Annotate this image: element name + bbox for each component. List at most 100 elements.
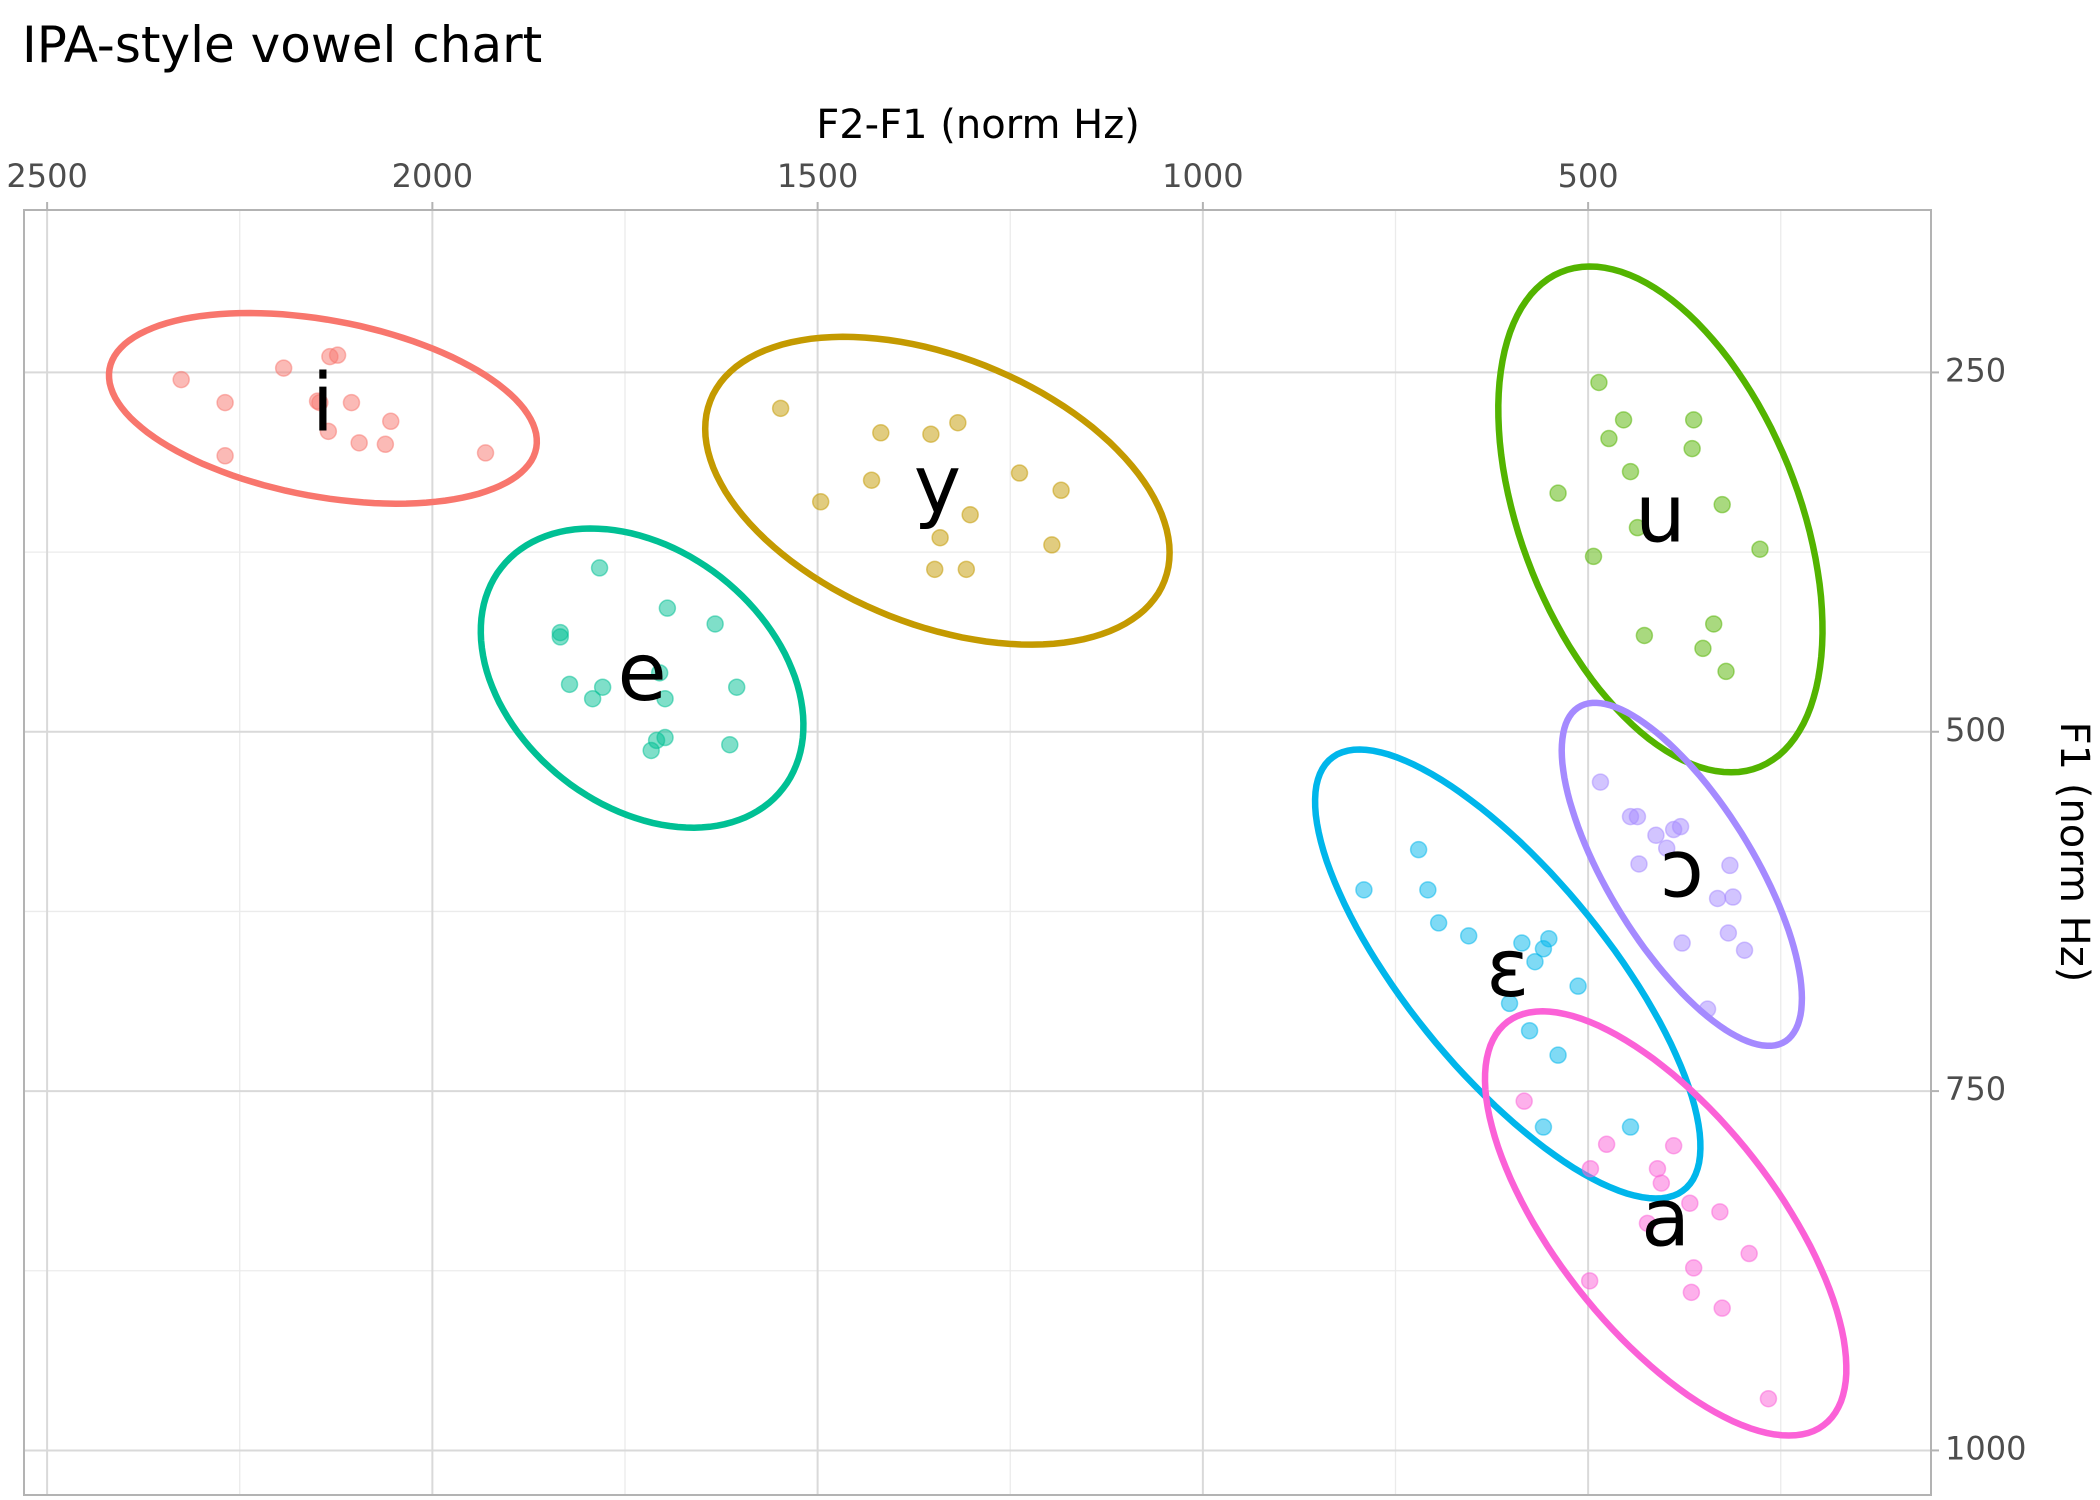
point (583, 689, 602, 708)
point (1628, 807, 1647, 826)
point (862, 471, 881, 489)
point (771, 399, 790, 418)
panel-border (23, 209, 1932, 1496)
point (922, 425, 940, 443)
vowel-label: ɛ (1486, 922, 1529, 1015)
vowel-label: ɔ (1660, 822, 1704, 915)
point (1409, 840, 1428, 859)
point (1724, 888, 1742, 906)
point (1513, 934, 1531, 952)
point (1590, 373, 1608, 392)
vowel-label: e (617, 626, 666, 719)
point (1429, 914, 1448, 932)
point (350, 434, 368, 452)
point (1740, 1244, 1758, 1263)
point (216, 447, 234, 465)
point (872, 424, 890, 442)
point (590, 559, 609, 577)
point (961, 505, 979, 524)
marks: i y u e ɛ ɔ a (105, 263, 1850, 1439)
point (1635, 626, 1654, 645)
point (1621, 1118, 1640, 1136)
point (1681, 1194, 1699, 1212)
x-tick-label: 1500 (777, 157, 858, 195)
point (376, 435, 395, 454)
point (1713, 1299, 1731, 1317)
point (1549, 1046, 1567, 1064)
point (931, 528, 949, 547)
point (1043, 536, 1061, 554)
point (1534, 1118, 1553, 1136)
point (1684, 411, 1703, 429)
point (1630, 855, 1648, 873)
point (476, 444, 495, 462)
vowel-label: u (1635, 467, 1686, 560)
point (1735, 941, 1754, 959)
point (1759, 1389, 1778, 1408)
point (1584, 547, 1603, 566)
confidence-ellipse (105, 309, 541, 507)
confidence-ellipse (1558, 699, 1806, 1050)
point (342, 393, 361, 412)
point (1657, 839, 1676, 857)
confidence-ellipse (477, 525, 807, 831)
point (1711, 1203, 1729, 1221)
point (1010, 464, 1029, 482)
point (328, 346, 347, 364)
point (706, 615, 724, 633)
x-tick-label: 1000 (1162, 157, 1243, 195)
y-axis-title: F1 (norm Hz) (2051, 722, 2097, 983)
point (1751, 540, 1769, 558)
point (721, 735, 739, 754)
point (1684, 1259, 1703, 1277)
vowel-label: i (312, 356, 334, 449)
confidence-ellipse (701, 333, 1173, 648)
point (1534, 940, 1553, 958)
point (1704, 615, 1723, 633)
point (1683, 439, 1701, 458)
confidence-ellipse (1311, 746, 1704, 1202)
point (382, 412, 400, 431)
point (1520, 1021, 1539, 1040)
point (1515, 1092, 1533, 1110)
point (656, 689, 674, 708)
confidence-ellipse (1481, 1008, 1850, 1439)
point (1614, 411, 1633, 429)
y-tick-label: 500 (1945, 711, 2006, 749)
point (925, 560, 944, 579)
y-tick-label: 750 (1945, 1070, 2006, 1108)
point (1673, 934, 1691, 952)
point (1671, 817, 1690, 836)
chart-title: IPA-style vowel chart (22, 16, 542, 74)
y-tick-label: 250 (1945, 351, 2006, 389)
point (949, 413, 967, 432)
point (1500, 994, 1519, 1013)
point (642, 741, 660, 760)
point (560, 675, 579, 694)
point (1621, 462, 1640, 481)
point (1419, 881, 1437, 899)
point (593, 678, 612, 696)
point (1682, 1283, 1701, 1302)
point (1459, 927, 1478, 945)
point (957, 560, 976, 579)
point (1597, 1135, 1616, 1154)
point (1591, 773, 1610, 791)
point (1719, 924, 1738, 942)
point (1628, 518, 1647, 537)
point (727, 678, 746, 696)
point (650, 664, 669, 682)
point (658, 599, 677, 617)
point (1580, 1272, 1599, 1290)
point (1638, 1214, 1657, 1233)
point (311, 393, 329, 412)
point (1647, 826, 1665, 845)
point (1526, 952, 1544, 971)
point (1664, 1136, 1683, 1155)
x-tick-label: 500 (1558, 157, 1619, 195)
point (1713, 495, 1731, 514)
x-axis-title: F2-F1 (norm Hz) (816, 102, 1140, 148)
point (811, 493, 830, 511)
vowel-label: a (1641, 1171, 1690, 1264)
